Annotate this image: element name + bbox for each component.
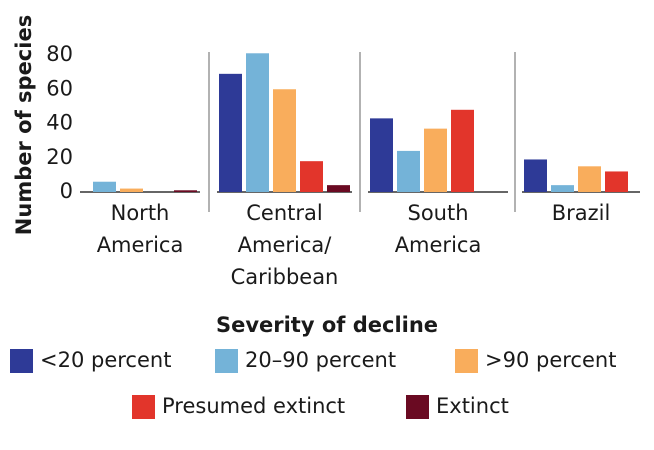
legend-title: Severity of decline (216, 313, 438, 337)
legend-label: Extinct (436, 394, 509, 418)
x-tick-label: Brazil (552, 201, 611, 225)
x-tick-line: North (111, 201, 170, 225)
bar (524, 159, 547, 192)
y-tick-label: 80 (46, 42, 73, 66)
legend-swatch (10, 349, 33, 373)
bar (120, 188, 143, 192)
bar (219, 73, 242, 192)
bar (424, 128, 447, 192)
legend-label: 20–90 percent (245, 348, 396, 372)
x-tick-line: America/ (238, 233, 333, 257)
bar (273, 89, 296, 192)
bar (578, 166, 601, 192)
bar (300, 161, 323, 192)
bar (327, 185, 350, 192)
x-tick-line: Caribbean (231, 265, 339, 289)
x-tick-label: Central America/Caribbean (231, 201, 339, 289)
bar (246, 53, 269, 192)
x-tick-label: North America (97, 201, 184, 257)
x-tick-line: America (97, 233, 184, 257)
bar (174, 190, 197, 192)
bar (451, 109, 474, 192)
legend-label: >90 percent (485, 348, 616, 372)
y-tick-label: 20 (46, 145, 73, 169)
bar (93, 181, 116, 192)
x-tick-line: Central (246, 201, 322, 225)
x-tick-line: South (407, 201, 468, 225)
x-tick-line: Brazil (552, 201, 611, 225)
legend-swatch (455, 349, 478, 373)
y-tick-label: 60 (46, 76, 73, 100)
legend-swatch (406, 395, 429, 419)
bar (370, 118, 393, 192)
x-tick-line: America (395, 233, 482, 257)
legend-swatch (215, 349, 238, 373)
bar (605, 171, 628, 192)
bar (551, 185, 574, 192)
y-tick-label: 40 (46, 111, 73, 135)
legend-swatch (132, 395, 155, 419)
bar (397, 150, 420, 192)
legend-label: <20 percent (40, 348, 171, 372)
x-tick-label: South America (395, 201, 482, 257)
y-axis-label: Number of species (12, 15, 36, 235)
legend-label: Presumed extinct (162, 394, 345, 418)
y-tick-label: 0 (60, 179, 73, 203)
